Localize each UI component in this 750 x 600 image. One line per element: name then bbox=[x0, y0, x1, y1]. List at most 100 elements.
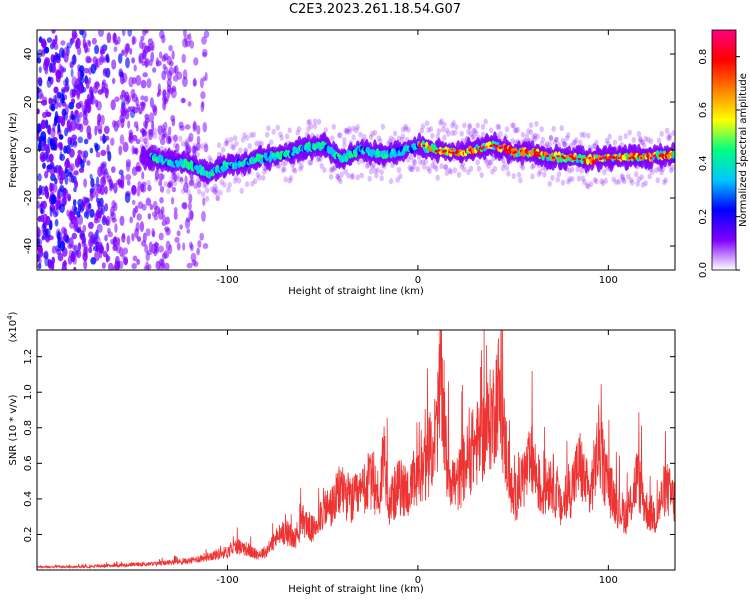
spectrogram-cell bbox=[172, 134, 178, 143]
spectrogram-cell bbox=[57, 230, 61, 241]
spectrogram-cell bbox=[145, 197, 152, 206]
spectrogram-cell bbox=[424, 120, 430, 127]
spectrogram-cell bbox=[408, 153, 414, 160]
spectrogram-cell bbox=[183, 182, 189, 193]
y-tick-label: 0.6 bbox=[23, 455, 34, 471]
spectrogram-cell bbox=[154, 242, 160, 248]
spectrogram-cell bbox=[298, 165, 303, 172]
spectrogram-cell bbox=[130, 109, 135, 119]
spectrogram-cell bbox=[179, 224, 183, 230]
spectrogram-cell bbox=[140, 35, 145, 42]
spectrogram-cell bbox=[243, 147, 248, 154]
spectrogram-cell bbox=[73, 266, 77, 270]
spectrogram-cell bbox=[188, 132, 194, 142]
spectrogram-cell bbox=[634, 171, 639, 178]
spectrogram-cell bbox=[496, 124, 502, 131]
spectrogram-cell bbox=[514, 127, 519, 134]
spectrogram-cell bbox=[620, 174, 626, 181]
spectrogram-cell bbox=[85, 102, 92, 114]
spectrogram-cell bbox=[41, 223, 46, 233]
spectrogram-cell bbox=[388, 135, 394, 142]
spectrogram-cell bbox=[550, 175, 555, 181]
spectrogram-cell bbox=[636, 130, 642, 137]
spectrogram-cell bbox=[622, 178, 627, 185]
spectrogram-cell bbox=[53, 86, 59, 94]
spectrogram-cell bbox=[547, 180, 552, 187]
spectrogram-cell bbox=[163, 262, 170, 270]
spectrogram-cell bbox=[90, 177, 95, 188]
spectrogram-cell bbox=[186, 262, 193, 269]
spectrogram-cell bbox=[202, 243, 209, 249]
spectrogram-cell bbox=[577, 157, 582, 161]
spectrogram-cell bbox=[81, 104, 88, 114]
spectrogram-cell bbox=[240, 136, 246, 143]
spectrogram-cell bbox=[167, 70, 172, 81]
spectrogram-cell bbox=[140, 95, 145, 101]
spectrogram-cell bbox=[191, 259, 197, 266]
spectrogram-cell bbox=[37, 200, 40, 209]
spectrogram-cell bbox=[196, 124, 201, 135]
spectrogram-cell bbox=[48, 153, 54, 163]
spectrogram-cell bbox=[516, 171, 522, 178]
x-tick-label: 0 bbox=[415, 275, 421, 286]
spectrogram-cell bbox=[571, 139, 576, 146]
spectrogram-cell bbox=[77, 242, 82, 252]
spectrogram-cell bbox=[364, 162, 370, 169]
spectrogram-cell bbox=[202, 182, 207, 189]
spectrogram-cell bbox=[159, 197, 164, 204]
spectrogram-cell bbox=[335, 173, 340, 180]
spectrogram-cell bbox=[641, 156, 646, 159]
spectrogram-cell bbox=[49, 207, 53, 217]
spectrogram-cell bbox=[119, 134, 125, 145]
spectrogram-cell bbox=[126, 235, 131, 245]
spectrogram-cell bbox=[96, 176, 100, 188]
spectrogram-cell bbox=[125, 57, 130, 69]
spectrogram-cell bbox=[144, 113, 150, 120]
spectrogram-cell bbox=[91, 37, 97, 45]
x-tick-label: 100 bbox=[599, 575, 618, 586]
spectrogram-cell bbox=[111, 166, 116, 174]
spectrogram-cell bbox=[178, 135, 183, 142]
spectrogram-cell bbox=[443, 164, 448, 171]
spectrogram-cell bbox=[630, 179, 635, 186]
spectrogram-cell bbox=[92, 56, 98, 65]
spectrogram-cell bbox=[51, 183, 58, 193]
spectrogram-cell bbox=[49, 103, 54, 111]
spectrogram-cell bbox=[142, 130, 148, 137]
spectrogram-cell bbox=[308, 123, 314, 130]
spectrogram-cell bbox=[173, 173, 177, 182]
spectrogram-cell bbox=[530, 173, 535, 180]
spectrogram-cell bbox=[588, 181, 594, 188]
spectrogram-cell bbox=[573, 157, 577, 160]
spectrogram-cell bbox=[346, 172, 351, 179]
spectrogram-cell bbox=[450, 122, 455, 129]
spectrogram-cell bbox=[562, 141, 567, 148]
spectrogram-cell bbox=[510, 137, 515, 144]
spectrogram-cell bbox=[190, 176, 195, 183]
snr-frame bbox=[36, 329, 676, 571]
spectrogram-cell bbox=[284, 133, 290, 140]
spectrogram-cell bbox=[96, 100, 102, 111]
spectrogram-cell bbox=[105, 218, 110, 226]
spectrogram-cell bbox=[513, 150, 518, 154]
spectrogram-cell bbox=[99, 135, 103, 142]
spectrogram-cell bbox=[490, 168, 495, 175]
spectrogram-cell bbox=[97, 166, 103, 178]
spectrogram-cell bbox=[428, 126, 434, 133]
spectrogram-cell bbox=[189, 179, 195, 187]
spectrogram-cell bbox=[179, 177, 184, 184]
spectrogram-cell bbox=[37, 173, 42, 182]
spectrogram-cell bbox=[50, 173, 56, 182]
colorbar-ticks: 0.0 0.2 0.4 0.6 0.8 bbox=[698, 49, 740, 278]
spectrogram-cell bbox=[480, 131, 486, 138]
spectrogram-cell bbox=[79, 65, 85, 73]
spectrogram-cell bbox=[201, 101, 205, 109]
spectrogram-cell bbox=[452, 167, 458, 174]
spectrogram-cell bbox=[79, 76, 85, 84]
spectrogram-cell bbox=[138, 56, 142, 65]
spectrogram-cell bbox=[567, 176, 572, 183]
spectrogram-cell bbox=[73, 84, 79, 92]
spectrogram-cell bbox=[342, 137, 347, 143]
spectrogram-cell bbox=[182, 76, 188, 88]
spectrogram-cell bbox=[74, 249, 80, 257]
